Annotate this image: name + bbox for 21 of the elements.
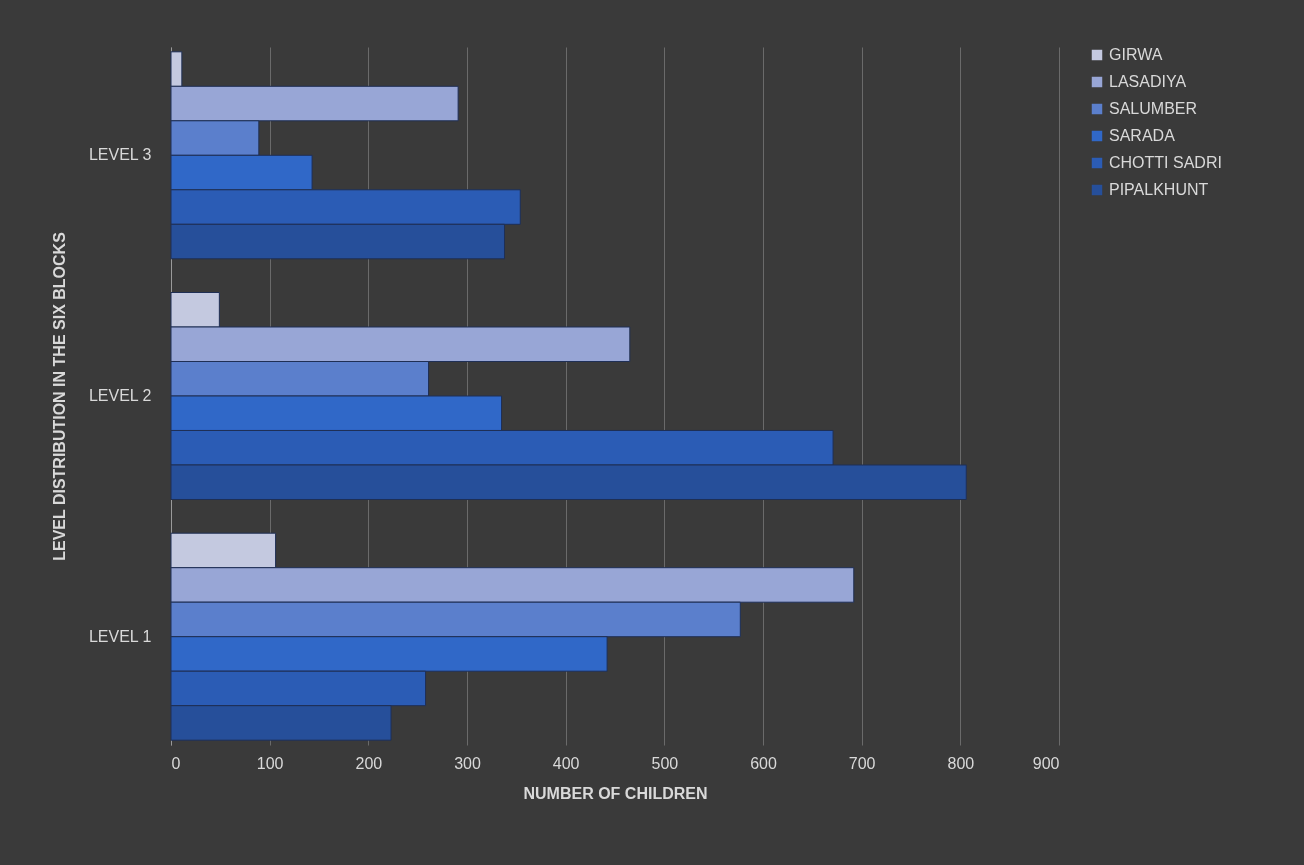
- x-tick-label: 400: [552, 754, 580, 772]
- x-tick-label: 500: [651, 754, 679, 772]
- x-tick-label: 700: [848, 754, 876, 772]
- x-tick-label: 900: [1032, 754, 1060, 772]
- x-tick-label: 200: [355, 754, 383, 772]
- legend-label: SARADA: [1109, 127, 1176, 144]
- x-tick-label: 100: [256, 754, 284, 772]
- legend-label: LASADIYA: [1109, 73, 1187, 90]
- legend-label: GIRWA: [1109, 46, 1163, 63]
- x-axis-title: NUMBER OF CHILDREN: [523, 784, 708, 802]
- y-axis-title: LEVEL DISTRIBUTION IN THE SIX BLOCKS: [51, 231, 69, 561]
- y-tick-label: LEVEL 3: [88, 146, 152, 164]
- x-tick-label: 300: [454, 754, 481, 772]
- y-tick-label: LEVEL 1: [88, 627, 152, 645]
- x-tick-label: 600: [750, 754, 777, 772]
- legend-label: PIPALKHUNT: [1109, 181, 1209, 198]
- x-tick-label: 800: [947, 754, 975, 772]
- legend-label: SALUMBER: [1109, 100, 1198, 117]
- x-tick-label: 0: [171, 754, 181, 772]
- y-tick-label: LEVEL 2: [88, 387, 152, 404]
- legend-label: CHOTTI SADRI: [1109, 154, 1222, 171]
